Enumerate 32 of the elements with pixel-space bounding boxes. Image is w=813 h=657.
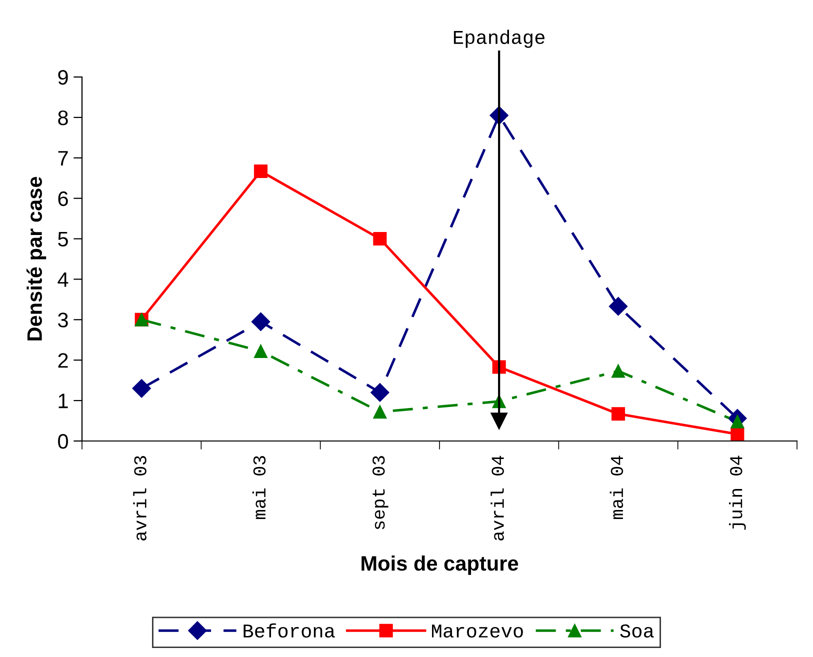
y-axis-title: Densité par case	[26, 176, 46, 340]
x-tick-label: juin 04	[729, 456, 746, 530]
x-tick-label: mai 03	[252, 456, 266, 520]
ref-line-label: Epandage	[454, 30, 544, 48]
point	[132, 379, 151, 398]
point	[254, 164, 268, 178]
y-tick-label: 6	[58, 191, 68, 206]
legend-label: Soa	[620, 624, 654, 638]
x-tick-label: sept 03	[372, 456, 388, 530]
y-tick-label: 8	[58, 110, 68, 126]
y-tick-label: 0	[58, 434, 68, 449]
point	[611, 407, 626, 421]
point	[251, 312, 270, 332]
x-tick-label: avril 03	[133, 456, 146, 540]
legend-label: Marozevo	[432, 624, 523, 638]
x-tick-label: mai 04	[610, 456, 624, 520]
y-tick-label: 4	[58, 272, 68, 287]
point	[373, 232, 387, 246]
point	[373, 405, 387, 419]
y-tick-label: 9	[58, 70, 68, 85]
point	[608, 296, 628, 316]
x-tick-label: avril 04	[490, 456, 504, 540]
point	[254, 344, 268, 358]
y-tick-label: 3	[58, 312, 68, 328]
y-tick-label: 1	[58, 394, 68, 408]
x-axis-title: Mois de capture	[362, 555, 518, 575]
y-tick-label: 2	[58, 353, 68, 368]
point	[370, 383, 390, 402]
y-tick-label: 7	[58, 151, 68, 166]
point	[611, 364, 626, 378]
legend-label: Beforona	[244, 623, 335, 638]
y-tick-label: 5	[58, 232, 68, 247]
